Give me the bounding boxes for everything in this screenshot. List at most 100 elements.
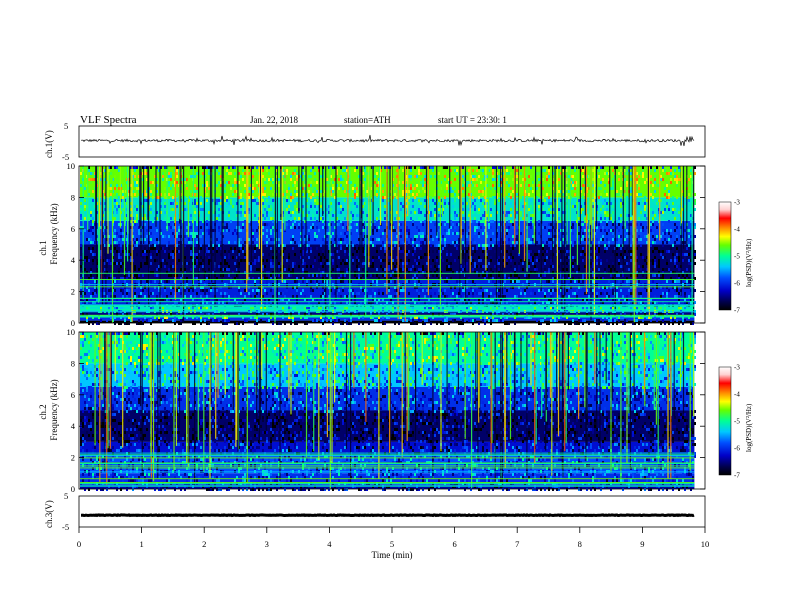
spectrogram-cell (194, 295, 196, 298)
spectrogram-cell (328, 268, 330, 271)
spectrogram-cell (320, 187, 322, 190)
spectrogram-cell (564, 322, 566, 325)
spectrogram-cell (488, 262, 490, 265)
spectrogram-cell (320, 256, 322, 259)
spectrogram-cell (262, 265, 264, 268)
spectrogram-cell (146, 298, 148, 301)
spectrogram-cell (132, 166, 134, 169)
spectrogram-cell (362, 268, 364, 271)
spectrogram-cell (394, 286, 396, 289)
spectrogram-cell (138, 295, 140, 298)
spectrogram-cell (502, 295, 504, 298)
spectrogram-cell (516, 193, 518, 196)
spectrogram-cell (90, 187, 92, 190)
spectrogram-cell (92, 316, 94, 319)
spectrogram-cell (128, 301, 130, 304)
spectrogram-cell (358, 316, 360, 319)
spectrogram-cell (120, 286, 122, 289)
spectrogram-cell (446, 184, 448, 187)
spectrogram-cell (400, 211, 402, 214)
spectrogram-cell (572, 205, 574, 208)
spectrogram-cell (462, 166, 464, 169)
spectrogram-cell (536, 181, 538, 184)
spectrogram-cell (124, 316, 126, 319)
spectrogram-cell (282, 172, 284, 175)
spectrogram-cell (226, 172, 228, 175)
spectrogram-cell (164, 166, 166, 169)
spectrogram-cell (168, 253, 170, 256)
spectrogram-cell (548, 223, 550, 226)
spectrogram-cell (398, 199, 400, 202)
spectrogram-cell (364, 178, 366, 181)
spectrogram-cell (396, 289, 398, 292)
spectrogram-cell (206, 184, 208, 187)
spectrogram-cell (416, 289, 418, 292)
spectrogram-cell (106, 244, 108, 247)
spectrogram-cell (384, 259, 386, 262)
spectrogram-cell (416, 175, 418, 178)
spectrogram-cell (142, 289, 144, 292)
spectrogram-cell (582, 259, 584, 262)
spectrogram-cell (402, 214, 404, 217)
spectrogram-cell (582, 277, 584, 280)
spectrogram-cell (520, 214, 522, 217)
spectrogram-cell (222, 274, 224, 277)
spectrogram-cell (374, 217, 376, 220)
spectrogram-cell (550, 295, 552, 298)
spectrogram-cell (538, 250, 540, 253)
spectrogram-cell (346, 169, 348, 172)
spectrogram-cell (476, 184, 478, 187)
spectrogram-cell (346, 322, 348, 325)
spectrogram-cell (114, 307, 116, 310)
spectrogram-cell (530, 166, 532, 169)
spectrogram-cell (230, 277, 232, 280)
spectrogram-cell (206, 286, 208, 289)
spectrogram-cell (374, 256, 376, 259)
spectrogram-cell (470, 256, 472, 259)
spectrogram-cell (218, 265, 220, 268)
spectrogram-cell (236, 202, 238, 205)
spectrogram-cell (492, 271, 494, 274)
spectrogram-cell (350, 211, 352, 214)
spectrogram-cell (364, 169, 366, 172)
spectrogram-cell (282, 298, 284, 301)
spectrogram-cell (442, 259, 444, 262)
spectrogram-cell (108, 298, 110, 301)
spectrogram-cell (116, 307, 118, 310)
spectrogram-cell (336, 307, 338, 310)
spectrogram-cell (490, 277, 492, 280)
spectrogram-cell (350, 181, 352, 184)
spectrogram-cell (406, 190, 408, 193)
spectrogram-cell (476, 292, 478, 295)
spectrogram-cell (582, 184, 584, 187)
spectrogram-cell (230, 172, 232, 175)
spectrogram-cell (178, 286, 180, 289)
spectrogram-cell (340, 241, 342, 244)
spectrogram-cell (326, 241, 328, 244)
spectrogram-cell (160, 166, 162, 169)
spectrogram-cell (258, 259, 260, 262)
spectrogram-cell (320, 253, 322, 256)
spectrogram-cell (80, 313, 82, 316)
spectrogram-cell (314, 205, 316, 208)
spectrogram-cell (452, 232, 454, 235)
spectrogram-cell (356, 166, 358, 169)
spectrogram-cell (438, 208, 440, 211)
spectrogram-cell (416, 235, 418, 238)
spectrogram-cell (508, 298, 510, 301)
spectrogram-cell (136, 280, 138, 283)
spectrogram-cell (116, 241, 118, 244)
spectrogram-cell (414, 196, 416, 199)
spectrogram-cell (426, 319, 428, 322)
spectrogram-cell (228, 286, 230, 289)
spectrogram-cell (400, 259, 402, 262)
spectrogram-cell (420, 211, 422, 214)
spectrogram-cell (446, 220, 448, 223)
spectrogram-cell (348, 223, 350, 226)
spectrogram-cell (428, 307, 430, 310)
spectrogram-cell (396, 274, 398, 277)
spectrogram-cell (510, 259, 512, 262)
spectrogram-cell (486, 268, 488, 271)
spectrogram-cell (272, 250, 274, 253)
spectrogram-cell (400, 289, 402, 292)
